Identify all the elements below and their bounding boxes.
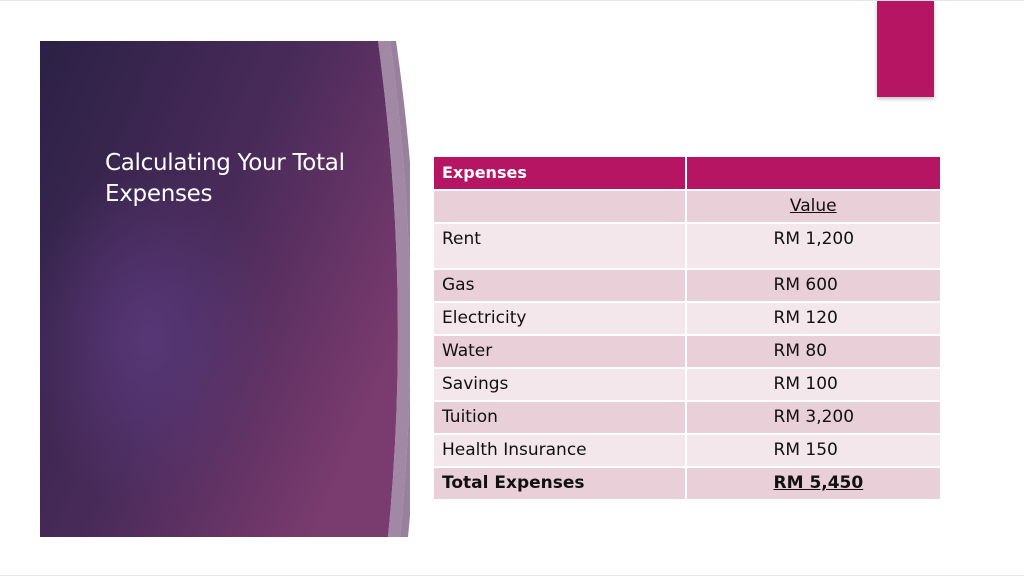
row-label: Tuition bbox=[432, 400, 687, 435]
row-label: Savings bbox=[432, 367, 687, 402]
total-value: RM 5,450 bbox=[684, 466, 943, 501]
row-label: Gas bbox=[432, 268, 687, 303]
title-panel: Calculating Your Total Expenses bbox=[40, 41, 410, 537]
total-label: Total Expenses bbox=[432, 466, 687, 501]
row-value: RM 1,200 bbox=[684, 222, 943, 270]
accent-tab bbox=[877, 1, 934, 97]
row-label: Health Insurance bbox=[432, 433, 687, 468]
table-row: Health Insurance RM 150 bbox=[432, 433, 943, 468]
total-row: Total Expenses RM 5,450 bbox=[432, 466, 943, 501]
row-value: RM 600 bbox=[684, 268, 943, 303]
header-expenses: Expenses bbox=[432, 155, 687, 191]
row-label: Water bbox=[432, 334, 687, 369]
table-header-row: Expenses bbox=[432, 155, 943, 191]
row-value: RM 3,200 bbox=[684, 400, 943, 435]
slide-title: Calculating Your Total Expenses bbox=[105, 150, 345, 207]
subheader-blank bbox=[432, 189, 687, 224]
subheader-value: Value bbox=[684, 189, 943, 224]
row-label: Rent bbox=[432, 222, 687, 270]
row-value: RM 80 bbox=[684, 334, 943, 369]
expenses-table: Expenses Value Rent RM 1,200 Gas RM 600 … bbox=[432, 155, 943, 501]
table-row: Value bbox=[432, 189, 943, 224]
table-row: Savings RM 100 bbox=[432, 367, 943, 402]
header-blank bbox=[684, 155, 943, 191]
row-value: RM 120 bbox=[684, 301, 943, 336]
row-label: Electricity bbox=[432, 301, 687, 336]
table-row: Water RM 80 bbox=[432, 334, 943, 369]
row-value: RM 150 bbox=[684, 433, 943, 468]
table-row: Electricity RM 120 bbox=[432, 301, 943, 336]
row-value: RM 100 bbox=[684, 367, 943, 402]
table-row: Gas RM 600 bbox=[432, 268, 943, 303]
title-panel-background bbox=[40, 41, 410, 537]
table-row: Tuition RM 3,200 bbox=[432, 400, 943, 435]
table-row: Rent RM 1,200 bbox=[432, 222, 943, 270]
